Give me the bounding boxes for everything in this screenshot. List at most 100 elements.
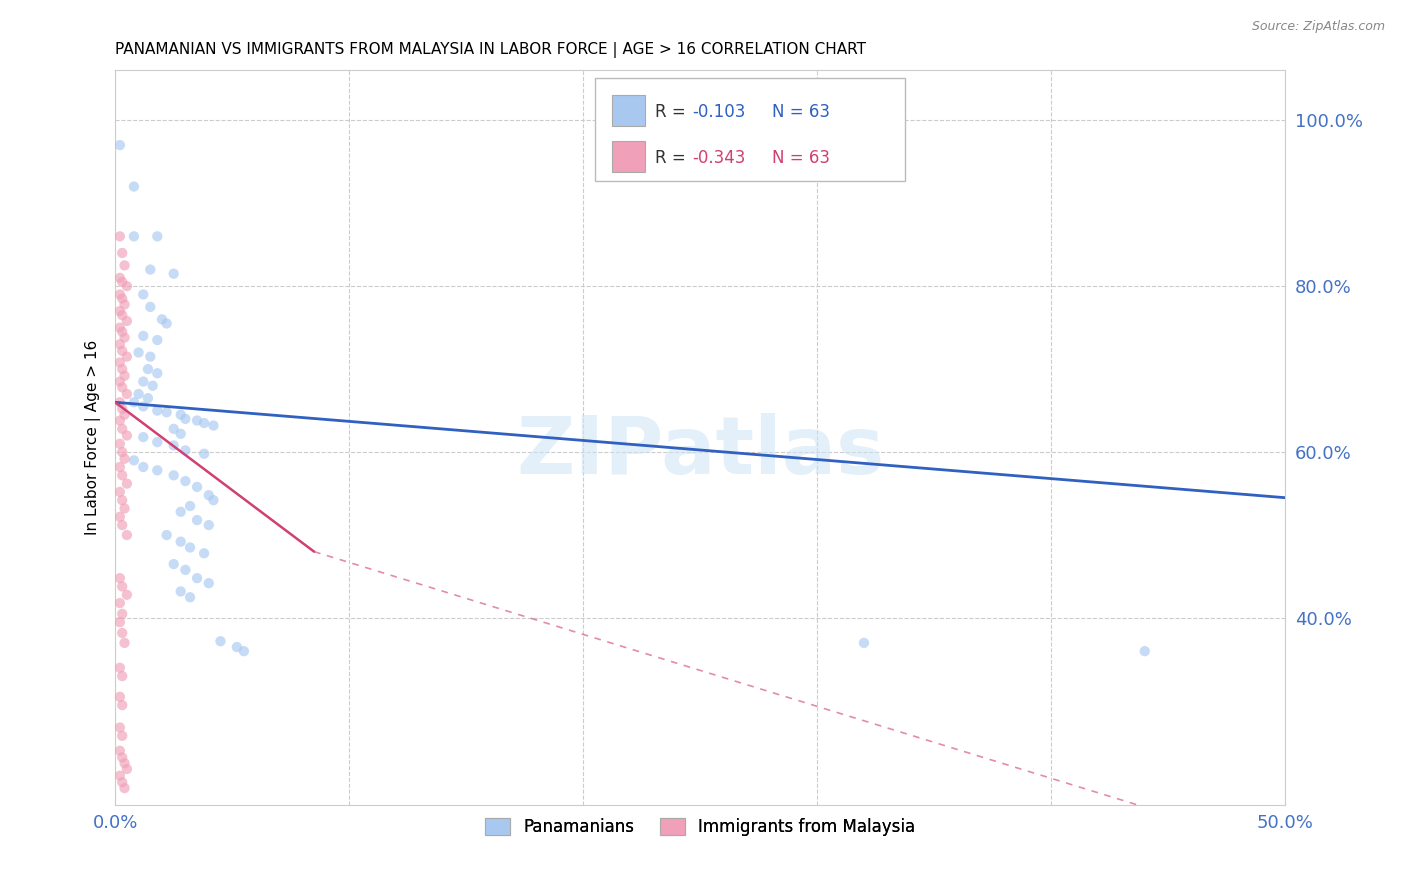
Point (156, 528, 179, 542)
Point (115, 428, 138, 442)
Point (193, 447, 215, 461)
Point (179, 591, 201, 605)
Point (156, 405, 179, 419)
Point (108, 721, 131, 735)
Point (111, 422, 134, 436)
Text: R =: R = (655, 149, 690, 167)
Point (186, 480, 208, 494)
Point (108, 596, 131, 610)
Point (108, 270, 131, 285)
Point (108, 395, 131, 409)
Point (108, 661, 131, 675)
Point (115, 476, 138, 491)
Point (163, 468, 186, 483)
Point (108, 437, 131, 451)
Point (179, 541, 201, 555)
Point (179, 499, 201, 513)
Point (108, 287, 131, 301)
Point (132, 375, 155, 389)
Point (114, 756, 136, 771)
Point (111, 775, 134, 789)
Point (114, 451, 136, 466)
Point (115, 762, 138, 776)
Point (163, 267, 186, 281)
Point (122, 395, 145, 409)
Point (108, 690, 131, 704)
Y-axis label: In Labor Force | Age > 16: In Labor Force | Age > 16 (86, 340, 101, 535)
Point (108, 375, 131, 389)
Point (108, 615, 131, 629)
Point (197, 518, 219, 533)
Legend: Panamanians, Immigrants from Malaysia: Panamanians, Immigrants from Malaysia (477, 809, 924, 844)
Point (111, 698, 134, 712)
Point (170, 505, 193, 519)
Point (115, 387, 138, 401)
Point (111, 362, 134, 376)
Point (146, 463, 169, 477)
Text: ZIPatlas: ZIPatlas (516, 413, 884, 491)
Point (114, 501, 136, 516)
Point (132, 329, 155, 343)
Point (108, 460, 131, 475)
Point (132, 287, 155, 301)
Point (111, 445, 134, 459)
Point (114, 259, 136, 273)
Point (202, 493, 225, 508)
Point (111, 607, 134, 621)
Point (108, 769, 131, 783)
Point (197, 576, 219, 591)
Point (193, 546, 215, 560)
Point (114, 636, 136, 650)
Point (111, 750, 134, 764)
Text: PANAMANIAN VS IMMIGRANTS FROM MALAYSIA IN LABOR FORCE | AGE > 16 CORRELATION CHA: PANAMANIAN VS IMMIGRANTS FROM MALAYSIA I… (115, 42, 866, 58)
Text: R =: R = (655, 103, 690, 121)
Point (108, 484, 131, 499)
Point (163, 422, 186, 436)
Point (111, 308, 134, 322)
Point (232, 644, 254, 658)
Point (111, 518, 134, 533)
Point (115, 279, 138, 293)
Point (108, 229, 131, 244)
Point (225, 640, 247, 654)
Point (174, 563, 197, 577)
Text: Source: ZipAtlas.com: Source: ZipAtlas.com (1251, 20, 1385, 33)
Point (146, 403, 169, 417)
Point (170, 408, 193, 422)
Point (150, 312, 173, 326)
Point (108, 744, 131, 758)
Point (163, 557, 186, 571)
Text: -0.343: -0.343 (692, 149, 745, 167)
Point (115, 588, 138, 602)
Point (163, 438, 186, 452)
Point (115, 528, 138, 542)
Point (202, 418, 225, 433)
Point (174, 412, 197, 426)
Point (170, 534, 193, 549)
Point (186, 413, 208, 427)
Point (170, 584, 193, 599)
Point (132, 430, 155, 444)
Point (1133, 644, 1156, 658)
Point (108, 571, 131, 585)
Point (132, 460, 155, 475)
Point (122, 229, 145, 244)
Point (114, 781, 136, 796)
Point (146, 435, 169, 450)
Point (142, 378, 165, 392)
Point (122, 179, 145, 194)
FancyBboxPatch shape (595, 78, 905, 180)
FancyBboxPatch shape (613, 141, 645, 171)
Point (114, 330, 136, 344)
Point (111, 380, 134, 394)
Point (186, 513, 208, 527)
Point (139, 262, 162, 277)
Point (111, 729, 134, 743)
Point (146, 366, 169, 380)
Point (111, 275, 134, 289)
Point (193, 416, 215, 430)
Point (146, 333, 169, 347)
Point (111, 493, 134, 508)
Point (139, 350, 162, 364)
Point (156, 317, 179, 331)
